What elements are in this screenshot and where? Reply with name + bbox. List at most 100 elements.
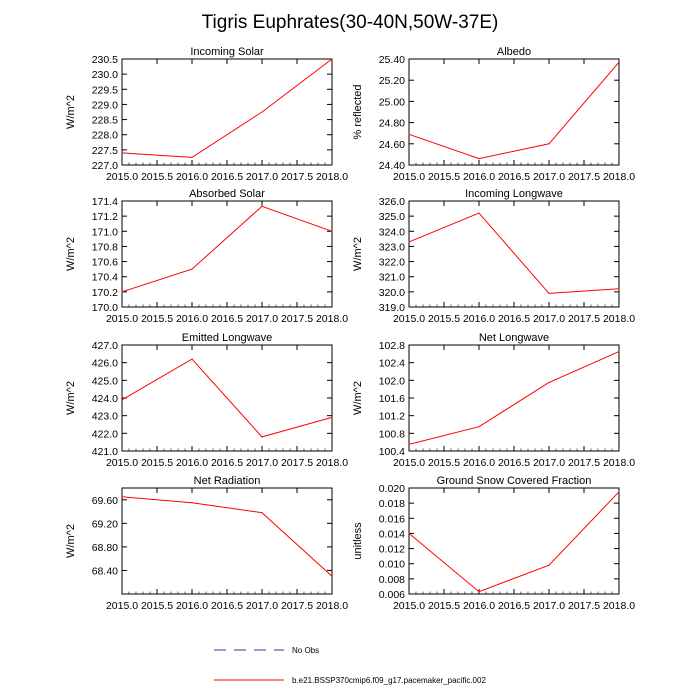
- data-point: [121, 291, 123, 293]
- panel-frame: [121, 58, 333, 166]
- x-tick-label: 2018.0: [316, 313, 348, 325]
- data-point: [478, 212, 480, 214]
- x-tick-label: 2016.0: [176, 457, 208, 469]
- x-tick-label: 2015.5: [141, 171, 173, 183]
- data-point: [191, 156, 193, 159]
- y-tick-label: 0.014: [379, 528, 405, 540]
- data-point: [548, 143, 550, 145]
- data-point: [618, 491, 620, 493]
- y-tick-label: 100.8: [379, 428, 405, 440]
- y-axis-label: W/m^2: [65, 524, 77, 558]
- series-line: [121, 496, 333, 577]
- y-axis-label: % reflected: [352, 84, 364, 139]
- y-tick-label: 322.0: [379, 257, 405, 269]
- y-tick-label: 422.0: [92, 428, 118, 440]
- x-tick-label: 2017.5: [281, 171, 313, 183]
- data-point: [331, 230, 333, 232]
- data-point: [478, 591, 480, 593]
- y-tick-label: 424.0: [92, 393, 118, 405]
- data-point: [548, 564, 550, 566]
- panel-4: Incoming Longwave 2015.0 2015.5 2016.0 2016.…: [352, 188, 635, 325]
- x-tick-label: 2018.0: [603, 171, 635, 183]
- y-tick-label: 170.4: [92, 272, 118, 284]
- x-tick-label: 2016.5: [211, 457, 243, 469]
- data-point: [261, 205, 263, 207]
- x-tick-label: 2015.0: [106, 600, 138, 612]
- y-tick-label: 24.40: [379, 160, 405, 172]
- x-tick-label: 2015.5: [141, 313, 173, 325]
- panel-8: Ground Snow Covered Fraction 2015.0 2015.5…: [352, 475, 635, 612]
- y-tick-label: 0.018: [379, 498, 405, 510]
- y-tick-label: 25.40: [379, 54, 405, 66]
- x-tick-label: 2017.5: [281, 313, 313, 325]
- data-point: [121, 399, 123, 401]
- y-tick-label: 0.010: [379, 559, 405, 571]
- legend: No Obs b.e21.BSSP370cmip6.f09_g17.pacema…: [214, 646, 486, 685]
- series-line: [408, 351, 620, 445]
- x-tick-label: 2018.0: [316, 171, 348, 183]
- panel-frame: [121, 487, 333, 595]
- y-tick-label: 0.008: [379, 574, 405, 586]
- data-point: [618, 351, 620, 353]
- y-tick-label: 228.0: [92, 130, 118, 142]
- x-tick-label: 2017.5: [281, 457, 313, 469]
- y-tick-label: 319.0: [379, 302, 405, 314]
- legend-model-label: b.e21.BSSP370cmip6.f09_g17.pacemaker_pac…: [292, 676, 486, 685]
- data-point: [408, 241, 410, 243]
- y-tick-label: 171.2: [92, 211, 118, 223]
- x-tick-label: 2016.5: [211, 171, 243, 183]
- y-axis-label: unitless: [352, 522, 364, 560]
- data-point: [478, 426, 480, 428]
- y-tick-label: 171.0: [92, 226, 118, 238]
- x-tick-label: 2018.0: [316, 600, 348, 612]
- data-point: [191, 358, 193, 360]
- x-tick-label: 2018.0: [603, 313, 635, 325]
- data-point: [121, 152, 123, 154]
- y-tick-label: 69.60: [92, 495, 118, 507]
- y-tick-label: 25.20: [379, 75, 405, 87]
- panel-title: Net Longwave: [479, 332, 549, 344]
- x-tick-label: 2017.5: [568, 600, 600, 612]
- x-tick-label: 2016.5: [498, 171, 530, 183]
- x-tick-label: 2015.5: [428, 600, 460, 612]
- data-point: [191, 502, 193, 504]
- data-point: [331, 416, 333, 419]
- x-tick-label: 2018.0: [316, 457, 348, 469]
- figure-title: Tigris Euphrates(30-40N,50W-37E): [202, 12, 499, 33]
- y-tick-label: 25.00: [379, 96, 405, 108]
- y-tick-label: 230.5: [92, 54, 118, 66]
- data-point: [408, 133, 410, 135]
- y-tick-label: 320.0: [379, 287, 405, 299]
- y-tick-label: 227.5: [92, 145, 118, 157]
- x-tick-label: 2017.0: [246, 313, 278, 325]
- y-tick-label: 324.0: [379, 226, 405, 238]
- y-tick-label: 421.0: [92, 446, 118, 458]
- data-point: [121, 496, 123, 498]
- data-point: [548, 381, 550, 384]
- x-tick-label: 2017.5: [568, 171, 600, 183]
- x-tick-label: 2017.0: [246, 457, 278, 469]
- x-tick-label: 2016.5: [211, 313, 243, 325]
- x-tick-label: 2016.0: [463, 313, 495, 325]
- y-tick-label: 0.012: [379, 544, 405, 556]
- y-tick-label: 228.5: [92, 115, 118, 127]
- x-tick-label: 2016.5: [211, 600, 243, 612]
- data-point: [261, 111, 263, 113]
- y-axis-label: W/m^2: [65, 95, 77, 129]
- y-tick-label: 24.80: [379, 118, 405, 130]
- panel-frame: [121, 200, 333, 308]
- y-tick-label: 102.0: [379, 375, 405, 387]
- x-tick-label: 2016.5: [498, 457, 530, 469]
- x-tick-label: 2015.5: [141, 600, 173, 612]
- y-tick-label: 427.0: [92, 340, 118, 352]
- y-tick-label: 229.5: [92, 84, 118, 96]
- x-tick-label: 2017.5: [568, 313, 600, 325]
- y-tick-label: 68.80: [92, 542, 118, 554]
- y-tick-label: 69.20: [92, 518, 118, 530]
- x-tick-label: 2016.0: [463, 600, 495, 612]
- y-axis-label: W/m^2: [65, 381, 77, 415]
- x-tick-label: 2017.0: [533, 313, 565, 325]
- panel-title: Incoming Solar: [190, 46, 264, 58]
